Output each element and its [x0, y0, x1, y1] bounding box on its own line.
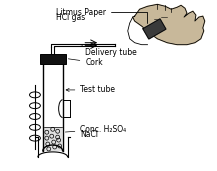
- Text: NaCl: NaCl: [80, 130, 98, 139]
- Bar: [40, 54, 66, 64]
- Polygon shape: [143, 19, 166, 39]
- Text: Conc. H₂SO₄: Conc. H₂SO₄: [65, 125, 127, 134]
- Bar: [44, 127, 62, 151]
- Polygon shape: [133, 4, 205, 45]
- Text: Delivery tube: Delivery tube: [80, 45, 137, 57]
- Text: Cork: Cork: [68, 58, 103, 67]
- Text: Litmus Paper: Litmus Paper: [56, 8, 148, 23]
- Text: Test tube: Test tube: [66, 86, 115, 94]
- Text: HCl gas: HCl gas: [56, 13, 85, 22]
